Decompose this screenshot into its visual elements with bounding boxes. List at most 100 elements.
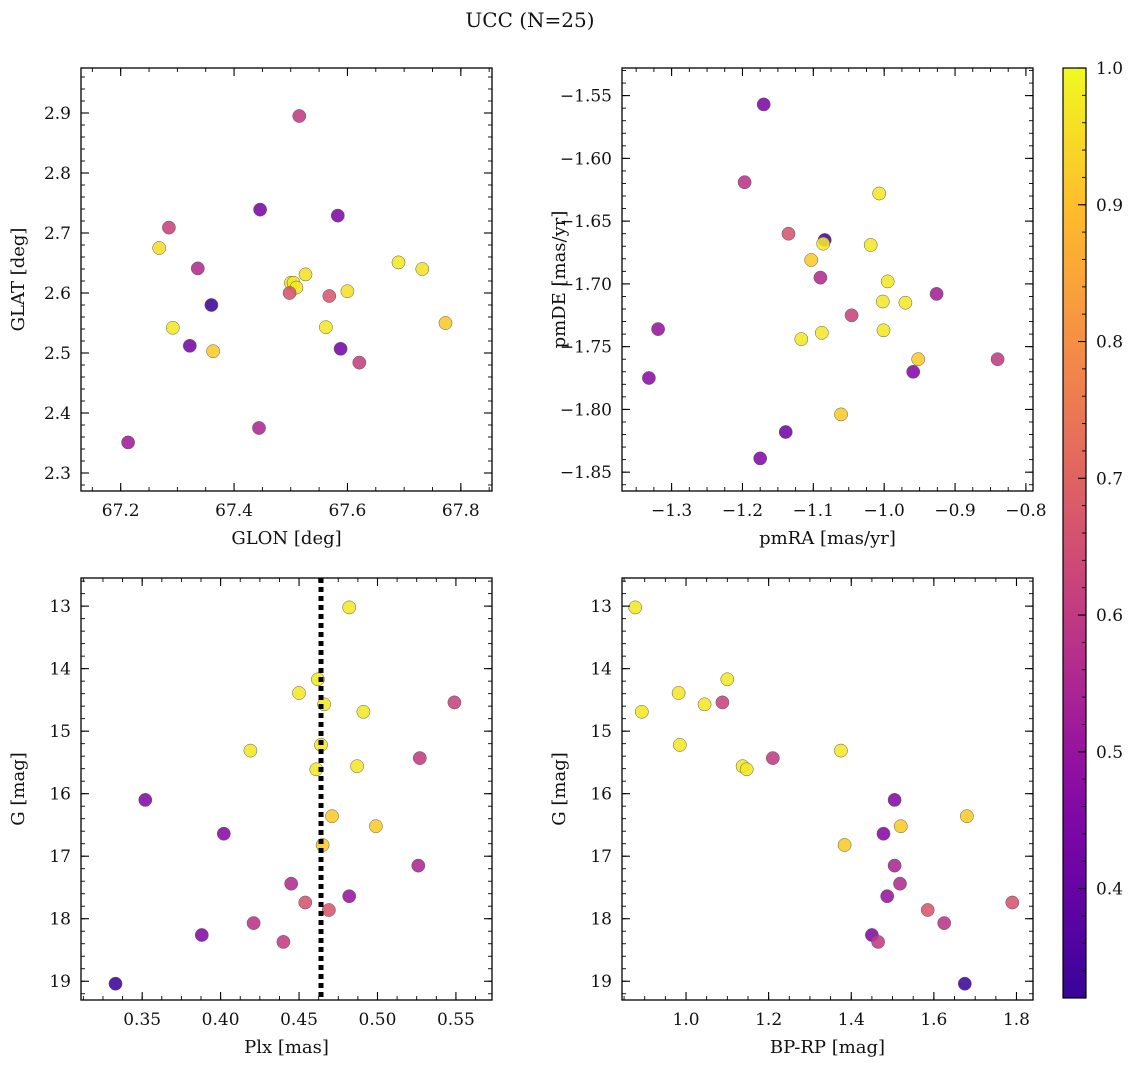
data-point <box>411 858 426 873</box>
panel-2: −1.3 −1.2 −1.1 −1.0 −0.9 −0.8−1.55−1.60−1.65−… <box>549 67 1047 549</box>
y-tick-label: −1.75 <box>560 338 612 358</box>
data-point <box>876 323 891 338</box>
x-tick-label: −0.8 <box>1005 501 1046 521</box>
data-point <box>893 819 908 834</box>
y-ticks: 13 14 15 16 17 18 19 <box>49 580 492 995</box>
data-point <box>816 236 831 251</box>
x-tick-label: −1.2 <box>722 501 763 521</box>
data-point <box>325 809 339 824</box>
x-tick-label: 67.6 <box>329 501 367 521</box>
y-ticks: 13 14 15 16 17 18 19 <box>590 580 1033 995</box>
data-point <box>651 322 665 336</box>
data-point <box>252 421 266 435</box>
x-tick-label: 1.6 <box>920 1010 947 1030</box>
x-tick-label: 1.0 <box>673 1010 700 1030</box>
data-point <box>340 284 355 299</box>
x-tick-label: 0.50 <box>359 1010 397 1030</box>
data-point <box>834 407 848 422</box>
data-point <box>206 344 220 359</box>
data-point <box>369 819 383 834</box>
axes-frame <box>80 577 493 1001</box>
x-ticks: 0.35 0.40 0.45 0.50 0.55 <box>82 578 476 1030</box>
data-point <box>781 226 796 241</box>
data-point <box>871 935 885 949</box>
data-point <box>182 338 197 353</box>
data-point <box>957 976 972 991</box>
colorbar-tick-label: 1.0 <box>1096 59 1123 79</box>
scatter-panels: 67.2 67.4 67.6 67.8 2.3 2.4 2.5 2.6 2.7 2.8 2.9 GLO… <box>8 67 1047 1058</box>
data-point <box>804 253 819 267</box>
data-point <box>720 672 735 687</box>
data-point <box>960 809 974 824</box>
y-tick-label: 13 <box>590 597 612 617</box>
data-point <box>814 325 829 340</box>
data-point <box>282 286 297 300</box>
colorbar-tick-label: 0.5 <box>1096 743 1123 763</box>
data-point <box>276 935 291 949</box>
data-point <box>778 425 793 439</box>
x-tick-label: −1.0 <box>864 501 905 521</box>
x-tick-label: 0.40 <box>202 1010 240 1030</box>
data-point <box>672 738 687 752</box>
y-tick-label: 2.7 <box>44 224 71 244</box>
x-tick-label: 1.2 <box>755 1010 782 1030</box>
data-point <box>253 202 267 217</box>
data-point <box>887 793 902 807</box>
y-tick-label: 14 <box>590 660 612 680</box>
data-point <box>322 289 337 303</box>
x-tick-label: 1.4 <box>838 1010 865 1030</box>
y-axis-label: GLAT [deg] <box>8 228 29 332</box>
y-tick-label: 2.3 <box>44 464 71 484</box>
data-point <box>834 743 848 758</box>
data-point <box>447 695 462 710</box>
data-point <box>765 751 780 765</box>
colorbar-tick-label: 0.6 <box>1096 606 1123 626</box>
data-point <box>298 895 313 910</box>
points <box>121 109 453 450</box>
data-point <box>322 903 336 917</box>
data-point <box>794 332 809 346</box>
y-tick-label: 15 <box>49 722 71 742</box>
data-point <box>352 355 367 370</box>
data-point <box>906 364 921 379</box>
data-point <box>342 600 357 615</box>
y-tick-label: 19 <box>590 972 612 992</box>
data-point <box>108 976 123 991</box>
data-point <box>756 97 771 112</box>
y-tick-label: 2.4 <box>44 404 71 424</box>
colorbar: 0.4 0.5 0.6 0.7 0.8 0.9 1.0 <box>1062 59 1123 999</box>
x-tick-label: 67.8 <box>442 501 480 521</box>
y-tick-label: −1.55 <box>560 87 612 107</box>
data-point <box>844 308 859 323</box>
colorbar-tick-label: 0.7 <box>1096 469 1123 489</box>
data-point <box>920 903 935 917</box>
x-axis-label: pmRA [mas/yr] <box>759 528 896 549</box>
y-tick-label: 19 <box>49 972 71 992</box>
y-tick-label: 16 <box>590 785 612 805</box>
x-axis-label: Plx [mas] <box>244 1037 329 1058</box>
panel-4: 1.0 1.2 1.4 1.6 1.8 13 14 15 16 17 18 19 BP-RP [mag]… <box>549 577 1034 1058</box>
data-point <box>284 876 299 891</box>
data-point <box>152 241 167 255</box>
data-point <box>937 916 952 930</box>
colorbar-tick-label: 0.9 <box>1096 196 1123 216</box>
data-point <box>887 858 902 873</box>
data-point <box>715 695 730 710</box>
data-point <box>737 175 752 190</box>
y-tick-label: 14 <box>49 660 71 680</box>
y-tick-label: 18 <box>49 910 71 930</box>
x-tick-label: −0.9 <box>934 501 975 521</box>
y-axis-label: G [mag] <box>8 752 29 825</box>
data-point <box>246 916 261 930</box>
data-point <box>330 208 345 223</box>
axes-frame <box>80 67 493 492</box>
data-point <box>876 826 891 841</box>
data-point <box>438 316 453 330</box>
x-tick-label: −1.1 <box>793 501 834 521</box>
data-point <box>753 451 768 466</box>
y-tick-label: −1.65 <box>560 212 612 232</box>
data-point <box>880 889 895 904</box>
x-axis-label: BP-RP [mag] <box>770 1037 885 1058</box>
y-tick-label: 18 <box>590 910 612 930</box>
data-point <box>697 697 712 712</box>
